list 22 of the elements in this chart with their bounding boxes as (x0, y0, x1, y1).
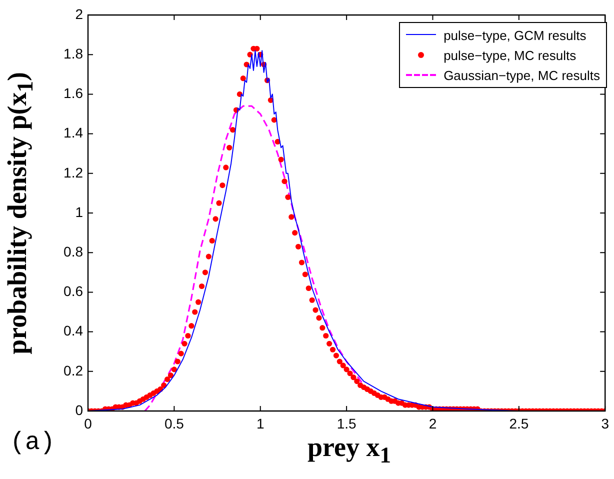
x-tick-label: 0.5 (164, 415, 184, 432)
x-tick-label: 2 (428, 415, 437, 432)
legend-label: Gaussian−type, MC results (444, 68, 600, 82)
y-tick-label: 1 (75, 204, 84, 220)
legend-label: pulse−type, GCM results (444, 28, 586, 42)
y-tick-label: 0.8 (64, 243, 84, 260)
x-tick-label: 3 (601, 415, 610, 432)
y-tick-label: 0.6 (64, 283, 84, 300)
y-tick-label: 1.2 (64, 164, 84, 180)
text: (a) (10, 428, 56, 457)
x-tick-label: 1 (256, 415, 264, 432)
y-tick-label: 0 (75, 402, 84, 418)
legend-label: pulse−type, MC results (444, 48, 576, 62)
y-tick-label: 1.8 (64, 45, 84, 62)
x-tick-label: 1.5 (336, 415, 356, 432)
y-tick-label: 2 (75, 6, 84, 22)
y-tick-label: 0.4 (64, 322, 84, 339)
x-axis-title: prey x$_{1}$ (308, 432, 391, 468)
y-tick-label: 0.2 (64, 362, 84, 378)
y-tick-label: 1.4 (64, 124, 84, 141)
x-tick-label: 2.5 (509, 415, 529, 432)
y-tick-label: 1.6 (64, 85, 84, 102)
